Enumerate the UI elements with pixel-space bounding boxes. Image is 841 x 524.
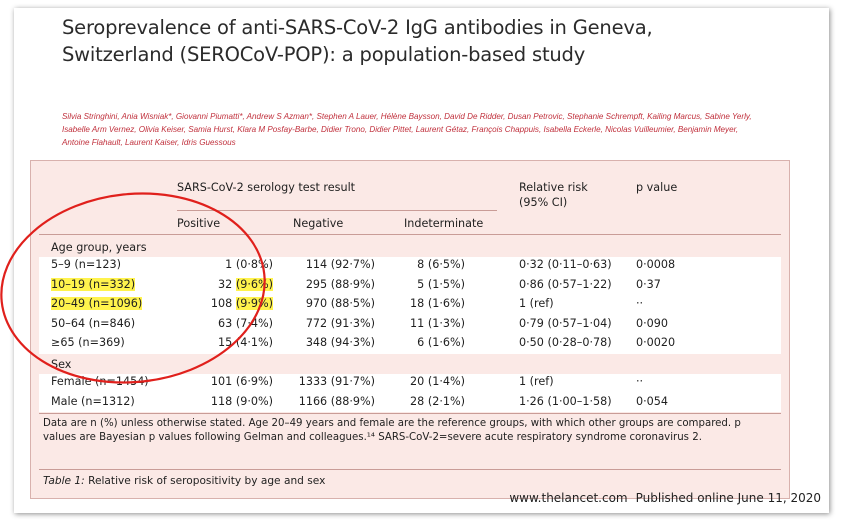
positive-cell: 118 (9·0%) — [161, 395, 273, 408]
table-footnote: Data are n (%) unless otherwise stated. … — [43, 418, 741, 443]
positive-percent: (9·9%) — [235, 297, 273, 310]
positive-count: 101 — [210, 375, 233, 388]
negative-cell: 1166 (88·9%) — [298, 394, 375, 408]
row-group-label: 10–19 (n=332) — [51, 277, 136, 291]
positive-cell: 108 (9·9%) — [161, 297, 273, 310]
negative-header: Negative — [293, 217, 344, 230]
relative-risk-cell: 0·50 (0·28–0·78) — [519, 336, 612, 349]
positive-count: 63 — [218, 316, 233, 330]
indeterminate-cell: 28 (2·1%) — [410, 394, 465, 408]
article-page: Seroprevalence of anti-SARS-CoV-2 IgG an… — [14, 8, 829, 513]
row-group-label: 50–64 (n=846) — [51, 316, 136, 330]
footnote-rule — [39, 469, 781, 470]
positive-percent: (9·0%) — [235, 394, 273, 408]
indeterminate-cell: 11 (1·3%) — [410, 316, 465, 330]
indeterminate-cell: 6 (1·6%) — [417, 336, 465, 349]
relative-risk-cell: 0·86 (0·57–1·22) — [519, 277, 612, 291]
positive-cell: 15 (4·1%) — [161, 336, 273, 349]
serology-header-rule — [177, 210, 497, 211]
row-group-label: 20–49 (n=1096) — [51, 297, 143, 310]
negative-cell: 114 (92·7%) — [305, 258, 375, 271]
journal-site: www.thelancet.com — [509, 491, 628, 505]
indeterminate-cell: 18 (1·6%) — [410, 297, 465, 310]
caption-label: Table 1: — [43, 475, 85, 487]
p-value-header: p value — [636, 181, 678, 194]
row-group-label: Male (n=1312) — [51, 394, 135, 408]
relative-risk-header: Relative risk — [519, 181, 588, 194]
positive-count: 15 — [218, 336, 233, 349]
positive-count: 32 — [218, 277, 233, 291]
author-list: Silvia Stringhini, Ania Wisniak*, Giovan… — [62, 112, 752, 147]
row-group-label: ≥65 (n=369) — [51, 336, 125, 349]
negative-cell: 348 (94·3%) — [305, 336, 375, 349]
body-rule — [39, 413, 781, 414]
positive-header: Positive — [177, 217, 221, 230]
negative-cell: 970 (88·5%) — [305, 297, 375, 310]
relative-risk-cell: 1·26 (1·00–1·58) — [519, 394, 612, 408]
indeterminate-cell: 5 (1·5%) — [417, 277, 465, 291]
p-value-cell: 0·054 — [636, 394, 669, 408]
p-value-cell: 0·37 — [636, 277, 661, 291]
relative-risk-ci-header: (95% CI) — [519, 196, 568, 209]
age-section-label: Age group, years — [51, 241, 147, 254]
positive-percent: (0·8%) — [235, 258, 273, 271]
p-value-cell: 0·0008 — [636, 258, 676, 271]
caption-text: Relative risk of seropositivity by age a… — [84, 475, 326, 487]
positive-percent: (6·9%) — [235, 375, 273, 388]
indeterminate-cell: 8 (6·5%) — [417, 258, 465, 271]
positive-count: 108 — [210, 297, 233, 310]
positive-cell: 101 (6·9%) — [161, 375, 273, 388]
header-rule — [39, 234, 781, 235]
indeterminate-cell: 20 (1·4%) — [410, 375, 465, 388]
relative-risk-cell: 1 (ref) — [519, 375, 554, 388]
p-value-cell: 0·0020 — [636, 336, 676, 349]
positive-percent: (4·1%) — [235, 336, 273, 349]
relative-risk-cell: 0·79 (0·57–1·04) — [519, 316, 612, 330]
p-value-cell: ·· — [636, 297, 644, 310]
relative-risk-cell: 1 (ref) — [519, 297, 554, 310]
negative-cell: 772 (91·3%) — [305, 316, 375, 330]
journal-footer: www.thelancet.com Published online June 1… — [509, 491, 821, 505]
p-value-cell: ·· — [636, 375, 644, 388]
table-caption: Table 1: Relative risk of seropositivity… — [43, 475, 325, 487]
negative-cell: 295 (88·9%) — [305, 277, 375, 291]
results-table: SARS-CoV-2 serology test result Relative… — [30, 160, 790, 499]
positive-count: 118 — [210, 394, 233, 408]
positive-percent: (9·6%) — [235, 277, 273, 291]
indeterminate-header: Indeterminate — [404, 217, 484, 230]
positive-cell: 1 (0·8%) — [161, 258, 273, 271]
row-group-label: 5–9 (n=123) — [51, 258, 121, 271]
sex-section-label: Sex — [51, 358, 72, 371]
publication-date: Published online June 11, 2020 — [635, 491, 821, 505]
p-value-cell: 0·090 — [636, 316, 669, 330]
row-group-label: Female (n=1454) — [51, 375, 149, 388]
negative-cell: 1333 (91·7%) — [298, 375, 375, 388]
article-title: Seroprevalence of anti-SARS-CoV-2 IgG an… — [62, 16, 653, 66]
positive-cell: 32 (9·6%) — [161, 277, 273, 291]
positive-percent: (7·4%) — [235, 316, 273, 330]
positive-cell: 63 (7·4%) — [161, 317, 273, 330]
serology-header: SARS-CoV-2 serology test result — [177, 181, 356, 194]
relative-risk-cell: 0·32 (0·11–0·63) — [519, 258, 612, 271]
